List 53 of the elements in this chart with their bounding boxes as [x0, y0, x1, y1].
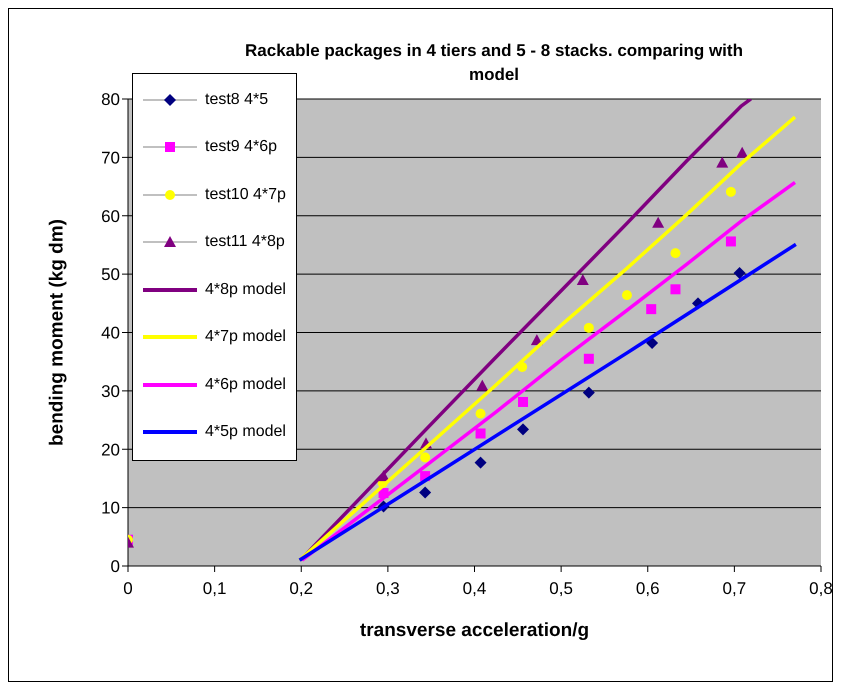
- point: [670, 284, 680, 294]
- legend-label: 4*8p model: [205, 280, 286, 299]
- y-tick-label: 20: [101, 440, 120, 460]
- x-tick-label: 0,5: [549, 579, 573, 598]
- point: [576, 274, 589, 285]
- line-series: [298, 242, 798, 562]
- legend-label: test10 4*7p: [205, 186, 286, 204]
- x-axis-title: transverse acceleration/g: [360, 620, 590, 641]
- y-tick-label: 40: [101, 324, 120, 343]
- legend-label: test11 4*8p: [205, 233, 285, 252]
- x-tick-label: 0,7: [722, 579, 746, 598]
- point: [582, 386, 595, 399]
- point: [646, 304, 656, 314]
- point: [622, 290, 632, 300]
- point: [518, 396, 528, 407]
- x-tick-label: 0,1: [202, 579, 226, 598]
- x-tick-label: 0,3: [376, 579, 400, 598]
- point: [419, 486, 432, 498]
- legend-label: 4*6p model: [205, 376, 286, 394]
- x-tick-label: 0,2: [289, 579, 314, 598]
- y-tick-label: 50: [101, 265, 120, 284]
- point: [420, 452, 430, 462]
- x-tick-label: 0,8: [809, 579, 833, 598]
- y-tick-label: 80: [101, 90, 120, 110]
- point: [584, 354, 594, 364]
- point: [584, 322, 594, 333]
- point: [476, 408, 486, 419]
- chart-title: Rackable packages in 4 tiers and 5 - 8 stacks. comparing with model: [244, 40, 744, 86]
- point: [652, 216, 664, 228]
- y-tick-label: 30: [101, 382, 120, 401]
- point: [476, 380, 488, 391]
- point: [474, 456, 487, 469]
- y-tick-label: 60: [101, 206, 120, 226]
- point: [734, 266, 746, 279]
- x-tick-label: 0,6: [636, 579, 660, 598]
- x-tick-label: 0: [123, 579, 133, 598]
- point: [476, 428, 486, 438]
- legend-label: 4*7p model: [205, 328, 286, 346]
- legend-label: test9 4*6p: [205, 138, 278, 156]
- y-axis-title: bending moment (kg dm): [46, 219, 68, 446]
- legend-label: test8 4*5: [205, 90, 268, 109]
- y-tick-label: 10: [101, 498, 120, 518]
- point: [726, 186, 736, 197]
- point: [716, 156, 728, 168]
- point: [670, 248, 680, 258]
- line-series: [300, 180, 797, 562]
- point: [517, 423, 530, 436]
- x-tick-label: 0,4: [462, 579, 486, 598]
- point: [736, 146, 748, 158]
- y-tick-label: 0: [110, 557, 120, 576]
- point: [726, 236, 736, 246]
- legend-label: 4*5p model: [205, 423, 286, 442]
- y-tick-label: 70: [101, 148, 120, 168]
